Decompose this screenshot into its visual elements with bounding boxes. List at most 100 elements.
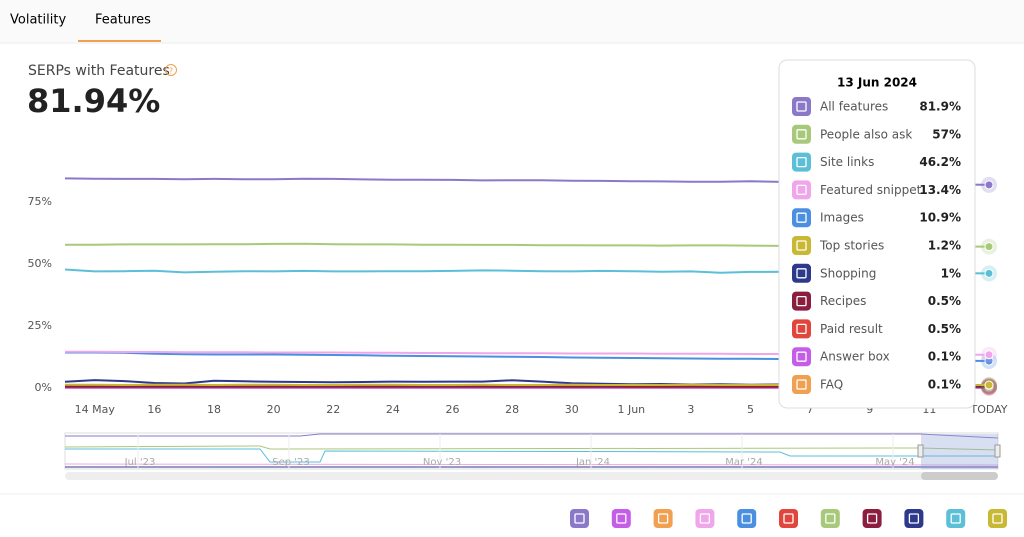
help-icon-mark: ? — [169, 67, 173, 76]
section-title: SERPs with Features — [28, 63, 170, 79]
navigator-label: Sep '23 — [272, 457, 310, 468]
legend-toggle-glyph — [866, 513, 878, 524]
tooltip-icon-glyph — [796, 268, 807, 279]
tooltip-icon-glyph — [796, 101, 807, 112]
legend-toggle-glyph — [908, 513, 920, 524]
navigator-label: May '24 — [875, 457, 914, 468]
tooltip-value: 0.5% — [928, 322, 961, 336]
x-tick-label: 28 — [505, 403, 519, 416]
legend-toggle[interactable] — [611, 509, 631, 528]
tooltip-box — [778, 59, 976, 409]
tab-bar — [0, 0, 1024, 43]
tooltip-icon — [792, 263, 811, 283]
tooltip-icon-glyph — [796, 129, 807, 140]
legend-toggle-glyph — [783, 513, 794, 524]
legend-toggle[interactable] — [737, 509, 757, 528]
x-tick-label: 1 Jun — [617, 403, 645, 416]
tooltip-value: 1.2% — [928, 239, 961, 253]
tooltip-icon-glyph — [796, 212, 807, 223]
x-tick-label: TODAY — [969, 403, 1007, 416]
tooltip-series-name: People also ask — [820, 127, 912, 141]
end-point — [984, 350, 994, 360]
tooltip-series-name: FAQ — [820, 378, 843, 392]
tooltip-series-name: Recipes — [820, 294, 866, 308]
legend-toggle[interactable] — [946, 509, 966, 528]
scrollbar-thumb[interactable] — [921, 472, 998, 480]
tooltip: 13 Jun 2024 All features 81.9% People also… — [778, 59, 976, 409]
plot: 0% 25% 50% 75% 14 May 16 18 20 22 24 26 28 30 1 Jun 3 5… — [28, 176, 1008, 416]
legend-toggle[interactable] — [779, 509, 798, 528]
help-icon[interactable] — [165, 64, 177, 76]
navigator[interactable]: Jul '23 Sep '23 Nov '23 Jan '24 Mar '24 May '… — [64, 432, 1001, 480]
tooltip-icon-glyph — [796, 323, 807, 335]
tooltip-icon-glyph — [796, 295, 807, 307]
x-tick-label: 22 — [326, 403, 340, 416]
tooltip-value: 10.9% — [919, 211, 961, 225]
tooltip-icon-glyph — [796, 240, 807, 251]
tooltip-value: 57% — [932, 127, 961, 141]
tooltip-value: 0.5% — [928, 294, 961, 308]
x-tick-label: 30 — [565, 403, 579, 416]
end-point — [984, 180, 994, 190]
legend-toggle[interactable] — [695, 509, 715, 528]
x-tick-label: 3 — [687, 403, 694, 416]
tooltip-value: 46.2% — [919, 155, 961, 169]
legend-toggle[interactable] — [904, 509, 924, 528]
legend — [570, 509, 1007, 528]
navigator-label: Nov '23 — [423, 457, 461, 468]
tooltip-icon — [792, 291, 811, 311]
tooltip-series-name: Paid result — [820, 322, 883, 336]
legend-toggle-glyph — [950, 513, 961, 524]
legend-toggle-glyph — [825, 513, 836, 524]
x-tick-label: 9 — [866, 403, 873, 416]
x-tick-label: 18 — [207, 403, 221, 416]
tooltip-value: 0.1% — [928, 350, 961, 364]
x-tick-label: 14 May — [75, 403, 116, 416]
tooltip-date: 13 Jun 2024 — [837, 76, 917, 90]
tooltip-icon — [792, 124, 811, 144]
navigator-line — [64, 463, 999, 466]
tab-active[interactable]: Features — [95, 13, 151, 28]
tooltip-icon — [792, 347, 811, 367]
legend-toggle[interactable] — [653, 509, 673, 528]
tooltip-icon-glyph — [796, 379, 807, 390]
end-point — [984, 380, 994, 390]
legend-toggle[interactable] — [862, 509, 882, 528]
tooltip-series-name: Images — [820, 211, 864, 225]
navigator-handle[interactable] — [994, 444, 1001, 458]
headline-value: 81.94% — [27, 82, 160, 120]
tooltip-icon — [792, 319, 811, 339]
tooltip-series-name: Featured snippet — [820, 183, 922, 197]
legend-toggle-glyph — [574, 513, 585, 524]
legend-toggle[interactable] — [570, 509, 589, 528]
tab[interactable]: Volatility — [10, 13, 66, 28]
tooltip-icon-glyph — [796, 351, 807, 362]
navigator-label: Jul '23 — [124, 457, 156, 468]
legend-toggle[interactable] — [988, 509, 1007, 528]
tooltip-icon-glyph — [796, 156, 807, 168]
tooltip-value: 1% — [941, 266, 961, 280]
legend-toggle-glyph — [741, 513, 752, 524]
legend-toggle[interactable] — [820, 509, 840, 528]
tooltip-value: 13.4% — [919, 183, 961, 197]
x-tick-label: 16 — [147, 403, 161, 416]
legend-toggle-glyph — [699, 513, 711, 524]
tooltip-series-name: Answer box — [820, 350, 890, 364]
tooltip-value: 81.9% — [919, 100, 961, 114]
navigator-line — [64, 445, 999, 451]
navigator-line — [65, 433, 999, 439]
tooltip-series-name: Shopping — [820, 266, 876, 280]
navigator-line — [65, 448, 998, 463]
x-tick-label: 26 — [445, 403, 459, 416]
y-tick-label: 0% — [35, 381, 52, 394]
x-tick-label: 5 — [747, 403, 754, 416]
x-tick-label: 20 — [267, 403, 281, 416]
tooltip-series-name: Site links — [820, 155, 874, 169]
navigator-selection[interactable] — [921, 434, 998, 469]
navigator-handle[interactable] — [917, 444, 924, 458]
x-tick-label: 7 — [807, 403, 814, 416]
y-tick-label: 25% — [28, 319, 52, 332]
tooltip-icon — [792, 375, 811, 394]
scrollbar-track — [65, 472, 998, 480]
legend-toggle-glyph — [992, 513, 1003, 524]
